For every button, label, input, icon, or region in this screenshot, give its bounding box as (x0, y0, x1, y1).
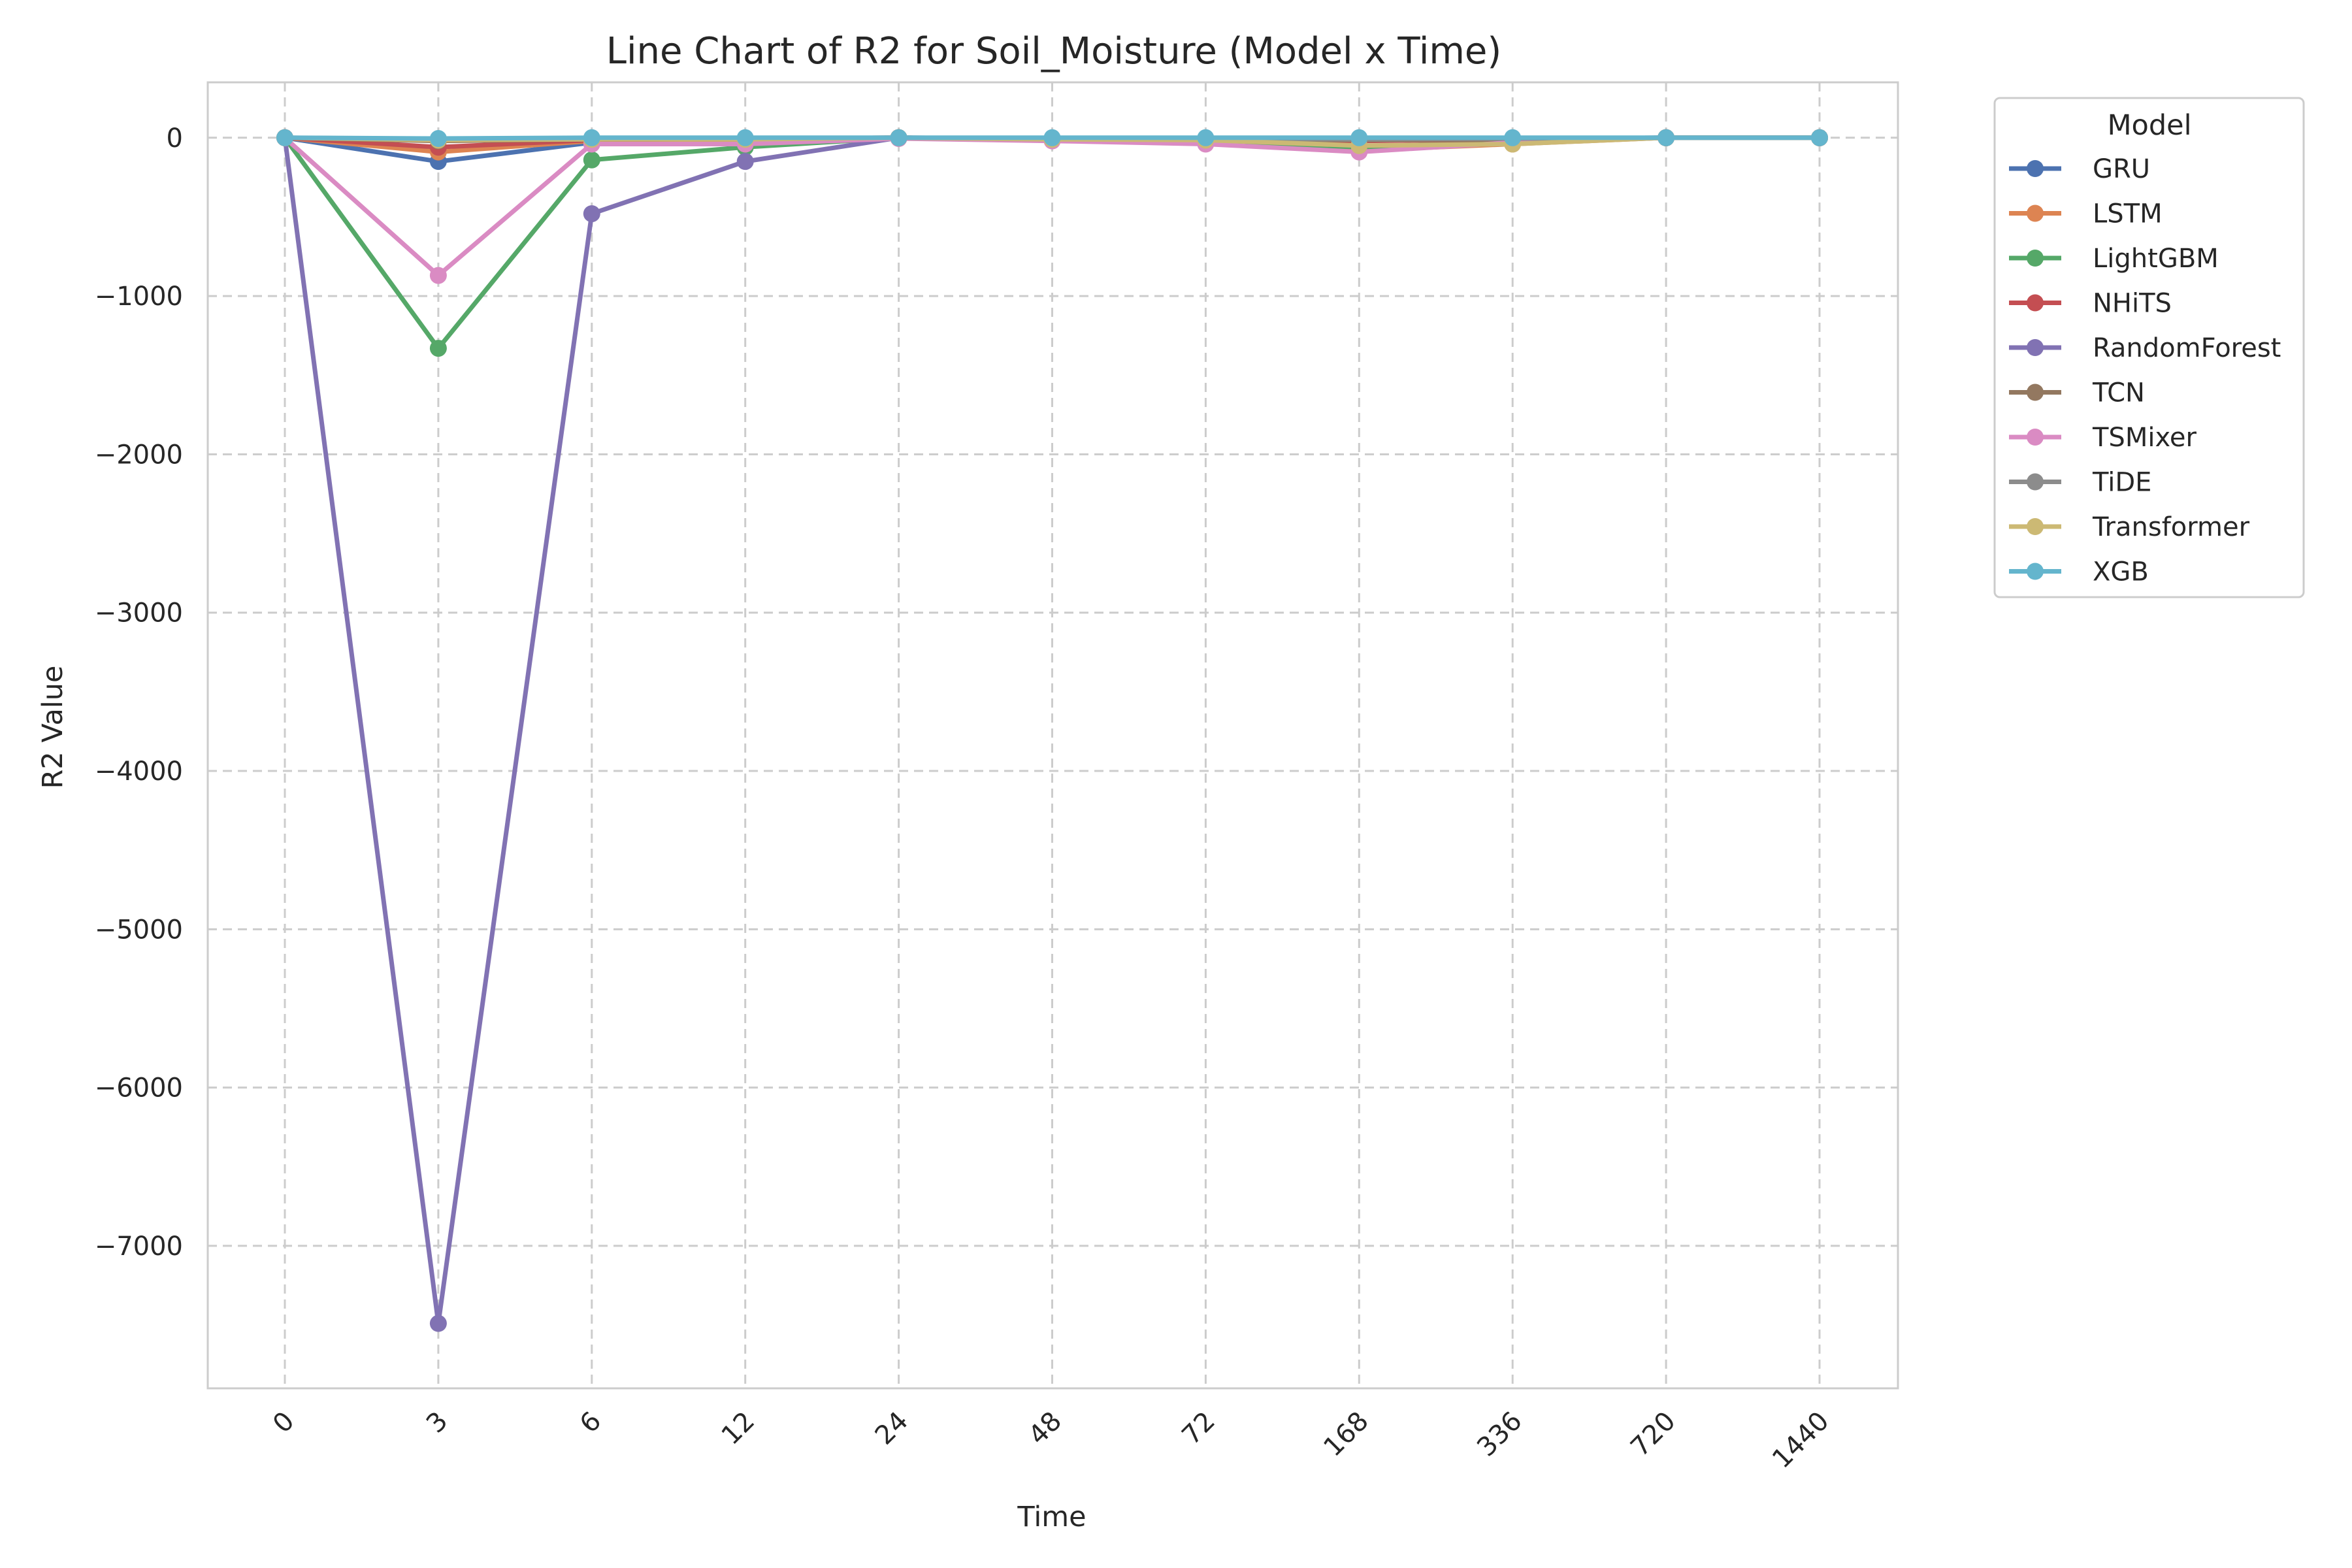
x-tick-label: 720 (1625, 1406, 1682, 1463)
x-tick-label: 336 (1471, 1406, 1528, 1463)
x-axis-label: Time (1017, 1501, 1086, 1533)
legend: Model GRU LSTM LightGBM NHiTS RandomForest TC… (1993, 97, 2305, 598)
legend-item: LightGBM (2009, 244, 2219, 274)
x-tick-label: 3 (421, 1406, 454, 1439)
series-xgb (276, 129, 1828, 148)
legend-marker (2027, 518, 2044, 535)
x-tick-label: 6 (574, 1406, 608, 1439)
y-tick-label: −3000 (95, 598, 183, 629)
y-axis-label: R2 Value (37, 666, 69, 789)
legend-title: Model (2107, 109, 2191, 142)
y-tick-label: −1000 (95, 282, 183, 312)
legend-marker (2027, 563, 2044, 580)
data-point (429, 130, 447, 148)
x-tick-label: 12 (716, 1406, 761, 1451)
legend-label: TSMixer (2092, 423, 2197, 453)
legend-label: NHiTS (2093, 289, 2172, 319)
data-point (583, 205, 600, 223)
legend-item: TiDE (2009, 468, 2151, 498)
legend-item: RandomForest (2009, 333, 2281, 363)
legend-item: NHiTS (2009, 289, 2172, 319)
legend-label: TCN (2092, 378, 2145, 408)
legend-item: GRU (2009, 154, 2150, 184)
x-tick-label: 0 (267, 1406, 301, 1439)
data-point (1658, 129, 1675, 146)
x-tick-label: 168 (1318, 1406, 1375, 1463)
chart-title: Line Chart of R2 for Soil_Moisture (Mode… (606, 30, 1501, 73)
grid (208, 82, 1898, 1388)
data-point (736, 153, 754, 171)
x-tick-label: 72 (1176, 1406, 1221, 1451)
data-point (583, 151, 600, 169)
y-tick-label: −5000 (95, 915, 183, 945)
data-point (1811, 129, 1828, 146)
legend-marker (2027, 339, 2044, 356)
legend-marker (2027, 473, 2044, 491)
legend-marker (2027, 160, 2044, 177)
x-tick-label: 24 (870, 1406, 915, 1451)
x-tick-label: 1440 (1767, 1406, 1835, 1475)
legend-marker (2027, 204, 2044, 222)
y-tick-label: 0 (167, 123, 183, 154)
legend-items: GRU LSTM LightGBM NHiTS RandomForest TCN TSMix… (2009, 154, 2281, 587)
legend-label: TiDE (2092, 468, 2151, 498)
data-point (1197, 129, 1215, 146)
series-layer (276, 129, 1828, 1332)
y-tick-label: −6000 (95, 1073, 183, 1103)
legend-marker (2027, 384, 2044, 401)
data-point (276, 129, 293, 146)
legend-marker (2027, 250, 2044, 267)
legend-item: TCN (2009, 378, 2145, 408)
data-point (583, 129, 600, 146)
legend-item: XGB (2009, 557, 2149, 587)
data-point (890, 129, 907, 146)
y-tick-label: −7000 (95, 1232, 183, 1262)
data-point (1043, 129, 1061, 146)
legend-label: LSTM (2093, 199, 2163, 229)
data-point (429, 267, 447, 284)
legend-label: LightGBM (2093, 244, 2219, 274)
axes-frame (206, 81, 1899, 1390)
data-point (736, 129, 754, 146)
y-tick-label: −2000 (95, 440, 183, 470)
legend-label: GRU (2093, 154, 2150, 184)
legend-item: TSMixer (2009, 423, 2197, 453)
legend-marker (2027, 429, 2044, 446)
legend-label: XGB (2093, 557, 2149, 587)
legend-frame (1993, 97, 2305, 598)
data-point (1504, 129, 1522, 146)
legend-label: Transformer (2092, 512, 2250, 542)
data-point (1350, 129, 1368, 146)
legend-label: RandomForest (2093, 333, 2281, 363)
x-tick-label: 48 (1023, 1406, 1068, 1451)
legend-marker (2027, 294, 2044, 312)
legend-item: LSTM (2009, 199, 2163, 229)
data-point (429, 1315, 447, 1332)
y-tick-label: −4000 (95, 757, 183, 787)
tick-labels: 0 −1000 −2000 −3000 −4000 −5000 −6000 −7000 0 3 6 1… (95, 123, 1835, 1475)
legend-item: Transformer (2009, 512, 2250, 542)
data-point (429, 340, 447, 357)
